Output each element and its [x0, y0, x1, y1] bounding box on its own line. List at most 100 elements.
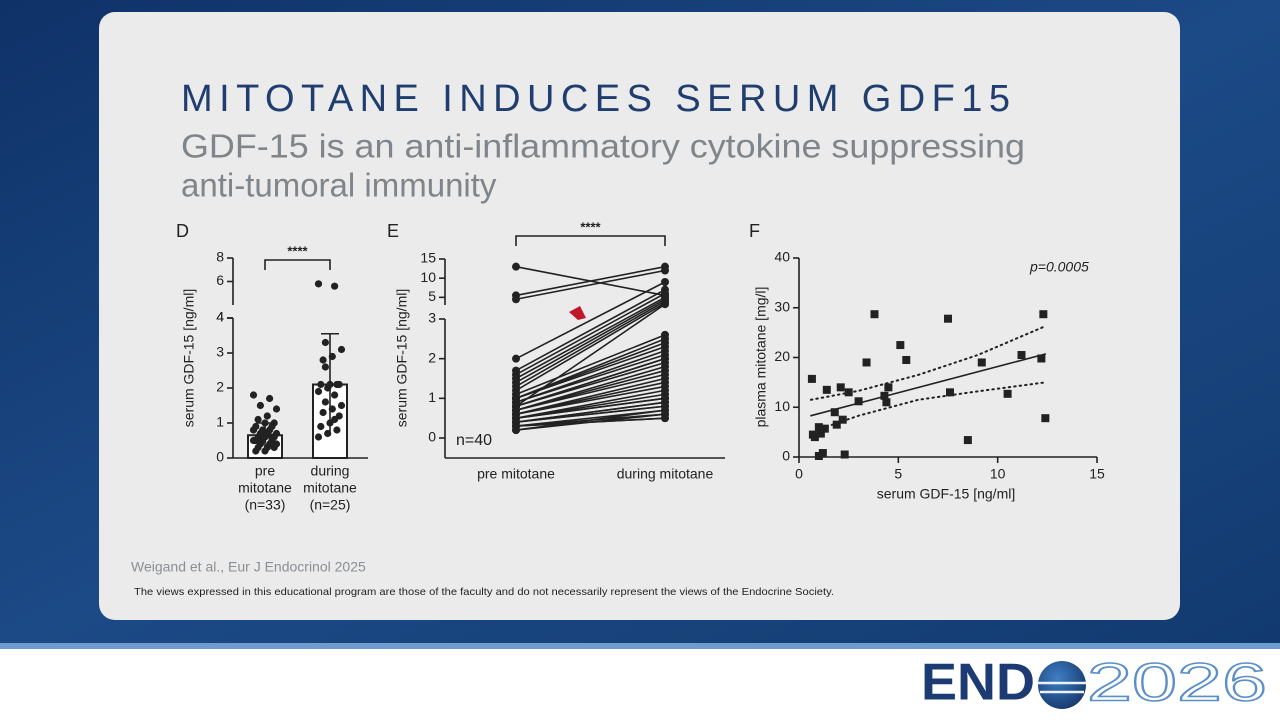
data-point — [328, 352, 336, 361]
y-tick-label: 1 — [428, 389, 436, 405]
pair-line — [515, 298, 666, 384]
x-tick-label: mitotane — [303, 480, 357, 496]
logo: END 2026 — [921, 651, 1268, 713]
data-point — [319, 356, 327, 364]
y-tick-label: 20 — [774, 348, 790, 364]
y-tick-label: 10 — [774, 398, 790, 414]
data-point — [254, 415, 262, 424]
data-point — [314, 433, 323, 441]
data-point — [512, 354, 520, 363]
data-point — [822, 385, 831, 394]
disclaimer: The views expressed in this educational … — [134, 586, 834, 598]
data-point — [820, 424, 829, 433]
pair-line — [515, 300, 666, 388]
pair-line — [515, 265, 666, 297]
y-tick-label: 3 — [216, 344, 224, 360]
pair-line — [515, 397, 666, 419]
y-tick-label: 4 — [216, 309, 224, 325]
data-point — [331, 282, 339, 290]
y-tick-label: 2 — [428, 349, 436, 365]
subtitle: GDF-15 is an anti-inflammatory cytokine … — [181, 128, 1025, 165]
data-point — [319, 408, 327, 417]
pair-line — [515, 385, 666, 415]
data-point — [870, 310, 879, 319]
data-point — [1039, 310, 1048, 319]
data-point — [270, 443, 278, 452]
y-tick-label: 2 — [216, 379, 224, 395]
subtitle: anti-tumoral immunity — [181, 167, 497, 204]
data-point — [963, 436, 972, 445]
panel-label: D — [176, 221, 189, 241]
significance-bracket — [264, 259, 331, 270]
data-point — [268, 433, 276, 441]
data-point — [324, 429, 332, 438]
x-tick-label: 10 — [990, 466, 1006, 482]
data-point — [263, 412, 271, 420]
pair-line — [515, 269, 666, 301]
data-point — [331, 391, 339, 399]
data-point — [256, 401, 264, 410]
data-point — [512, 402, 520, 411]
data-point — [862, 358, 871, 367]
y-tick-label: 8 — [216, 249, 224, 265]
data-point — [321, 363, 329, 371]
y-tick-label: 40 — [774, 249, 790, 265]
y-tick-label: 6 — [216, 272, 224, 288]
y-axis-label: serum GDF-15 [ng/ml] — [181, 289, 197, 427]
data-point — [259, 429, 267, 438]
data-point — [512, 394, 520, 403]
data-point — [896, 341, 905, 350]
x-tick-label: 15 — [1089, 466, 1105, 482]
data-point — [838, 415, 847, 424]
x-tick-label: 5 — [894, 466, 902, 482]
data-point — [844, 388, 853, 397]
y-tick-label: 3 — [428, 310, 436, 326]
pair-line — [515, 334, 666, 396]
y-tick-label: 1 — [216, 414, 224, 430]
pair-line — [515, 353, 666, 404]
data-point — [331, 415, 339, 424]
x-axis-label: serum GDF-15 [ng/ml] — [877, 486, 1015, 502]
significance-label: **** — [580, 219, 601, 234]
data-point — [884, 383, 893, 392]
data-point — [880, 391, 889, 400]
data-point — [261, 447, 269, 455]
data-point — [317, 380, 325, 389]
data-point — [512, 262, 520, 271]
y-tick-label: 10 — [420, 269, 436, 285]
data-point — [816, 429, 825, 438]
data-point — [661, 278, 669, 286]
pair-line — [515, 361, 666, 408]
pair-line — [515, 288, 666, 372]
data-point — [324, 384, 332, 392]
data-point — [1037, 354, 1046, 363]
data-point — [314, 280, 323, 288]
data-point — [830, 408, 839, 417]
significance-bracket — [515, 235, 666, 246]
pair-line — [515, 409, 666, 431]
data-point — [814, 423, 823, 432]
data-point — [333, 426, 341, 434]
data-point — [512, 295, 520, 304]
data-point — [314, 387, 323, 396]
x-tick-label: pre — [255, 463, 275, 479]
divider — [0, 643, 1280, 649]
data-point — [807, 374, 816, 383]
data-point — [317, 422, 325, 431]
x-tick-label: during mitotane — [617, 466, 714, 482]
y-tick-label: 4 — [216, 309, 224, 325]
y-tick-label: 30 — [774, 298, 790, 314]
x-tick-label: (n=33) — [245, 497, 286, 513]
pointer-cursor — [569, 306, 586, 320]
pair-line — [515, 302, 666, 392]
logo-globe — [1038, 661, 1086, 709]
pair-line — [515, 281, 666, 360]
x-tick-label: during — [311, 463, 350, 479]
y-tick-label: 5 — [428, 288, 436, 304]
data-point — [321, 398, 329, 406]
y-axis-label: plasma mitotane [mg/l] — [753, 287, 769, 428]
annotation: p=0.0005 — [1029, 259, 1089, 275]
data-point — [882, 398, 891, 407]
